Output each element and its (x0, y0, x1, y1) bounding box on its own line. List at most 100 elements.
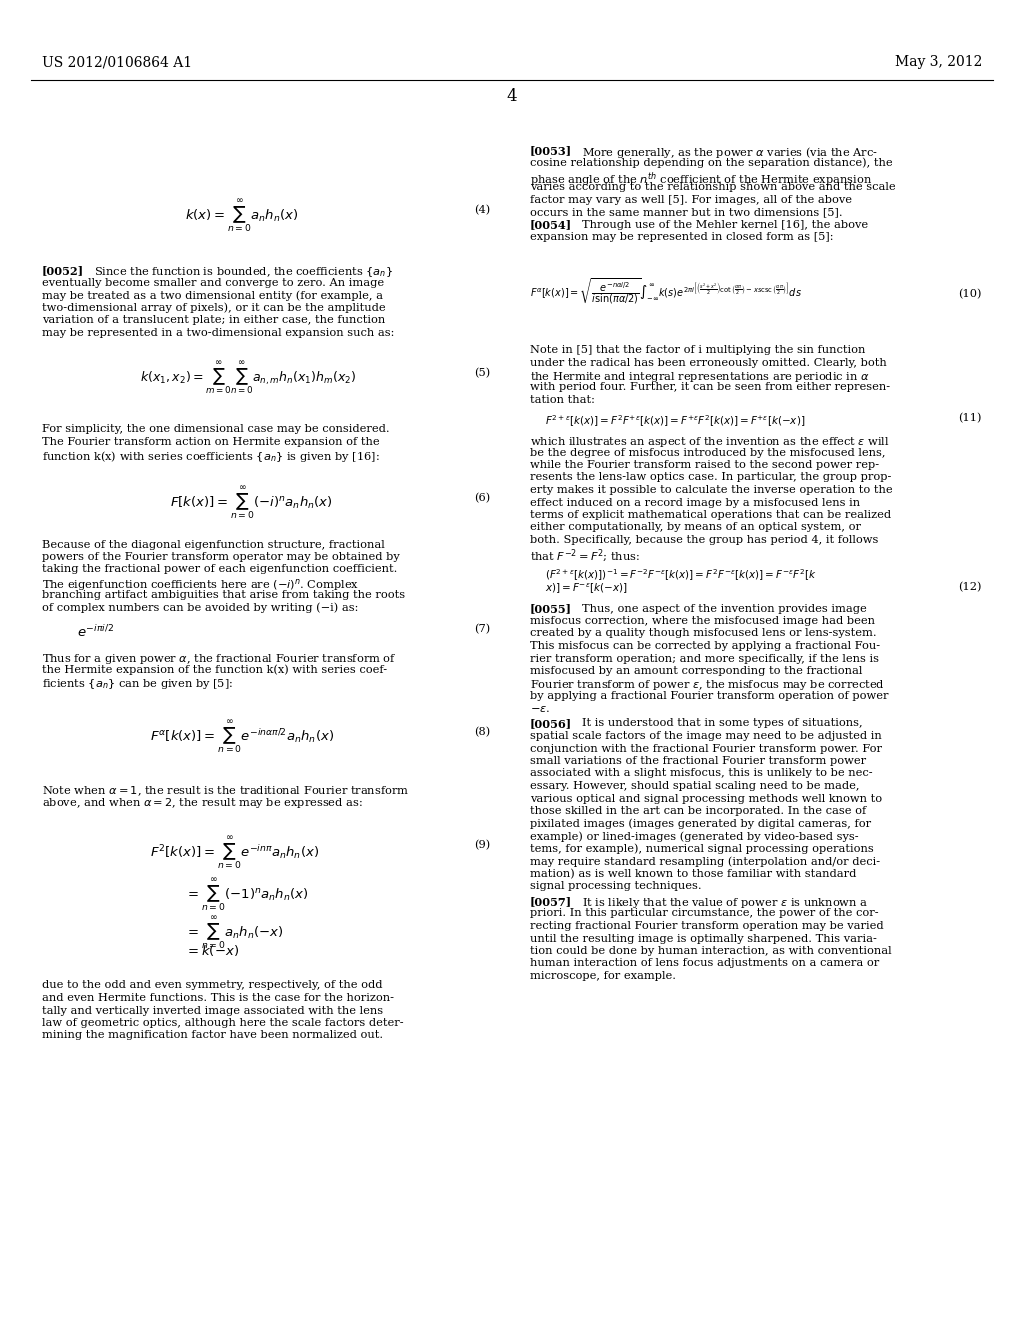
Text: $F[k(x)] = \sum_{n=0}^{\infty}(-i)^n a_n h_n(x)$: $F[k(x)] = \sum_{n=0}^{\infty}(-i)^n a_n… (170, 484, 333, 521)
Text: the Hermite expansion of the function k(x) with series coef-: the Hermite expansion of the function k(… (42, 664, 387, 675)
Text: $F^\alpha[k(x)] = \sqrt{\dfrac{e^{-n\alpha i/2}}{i\sin(\pi\alpha/2)}} \int_{-\in: $F^\alpha[k(x)] = \sqrt{\dfrac{e^{-n\alp… (530, 277, 802, 306)
Text: $F^{2+\epsilon}[k(x)]=F^2F^{+\epsilon}[k(x)]=F^{+\epsilon}F^2[k(x)]=F^{+\epsilon: $F^{2+\epsilon}[k(x)]=F^2F^{+\epsilon}[k… (545, 413, 806, 429)
Text: $= \sum_{n=0}^{\infty} a_n h_n(-x)$: $= \sum_{n=0}^{\infty} a_n h_n(-x)$ (185, 915, 284, 952)
Text: [0054]: [0054] (530, 219, 572, 231)
Text: essary. However, should spatial scaling need to be made,: essary. However, should spatial scaling … (530, 781, 859, 791)
Text: $k(x_1,x_2) = \sum_{m=0}^{\infty}\sum_{n=0}^{\infty} a_{n,m}h_n(x_1)h_m(x_2)$: $k(x_1,x_2) = \sum_{m=0}^{\infty}\sum_{n… (140, 359, 356, 397)
Text: US 2012/0106864 A1: US 2012/0106864 A1 (42, 55, 193, 69)
Text: (9): (9) (474, 840, 490, 850)
Text: Note in [5] that the factor of i multiplying the sin function: Note in [5] that the factor of i multipl… (530, 345, 865, 355)
Text: [0055]: [0055] (530, 603, 572, 615)
Text: eventually become smaller and converge to zero. An image: eventually become smaller and converge t… (42, 277, 384, 288)
Text: phase angle of the $n^{th}$ coefficient of the Hermite expansion: phase angle of the $n^{th}$ coefficient … (530, 170, 872, 189)
Text: recting fractional Fourier transform operation may be varied: recting fractional Fourier transform ope… (530, 921, 884, 931)
Text: taking the fractional power of each eigenfunction coefficient.: taking the fractional power of each eige… (42, 565, 397, 574)
Text: may require standard resampling (interpolation and/or deci-: may require standard resampling (interpo… (530, 855, 880, 866)
Text: Fourier transform of power $\epsilon$, the misfocus may be corrected: Fourier transform of power $\epsilon$, t… (530, 678, 885, 693)
Text: Thus for a given power $\alpha$, the fractional Fourier transform of: Thus for a given power $\alpha$, the fra… (42, 652, 396, 667)
Text: associated with a slight misfocus, this is unlikely to be nec-: associated with a slight misfocus, this … (530, 768, 872, 779)
Text: $(F^{2+\epsilon}[k(x)])^{-1}=F^{-2}F^{-\epsilon}[k(x)]=F^2F^{-\epsilon}[k(x)]=F^: $(F^{2+\epsilon}[k(x)])^{-1}=F^{-2}F^{-\… (545, 568, 816, 583)
Text: (5): (5) (474, 367, 490, 378)
Text: spatial scale factors of the image may need to be adjusted in: spatial scale factors of the image may n… (530, 731, 882, 741)
Text: and even Hermite functions. This is the case for the horizon-: and even Hermite functions. This is the … (42, 993, 394, 1003)
Text: (11): (11) (958, 413, 982, 424)
Text: More generally, as the power $\alpha$ varies (via the Arc-: More generally, as the power $\alpha$ va… (582, 145, 878, 160)
Text: $= \sum_{n=0}^{\infty} (-1)^n a_n h_n(x)$: $= \sum_{n=0}^{\infty} (-1)^n a_n h_n(x)… (185, 876, 308, 913)
Text: $-\epsilon$.: $-\epsilon$. (530, 704, 550, 714)
Text: (12): (12) (958, 582, 982, 591)
Text: ficients $\{a_n\}$ can be given by [5]:: ficients $\{a_n\}$ can be given by [5]: (42, 677, 233, 690)
Text: expansion may be represented in closed form as [5]:: expansion may be represented in closed f… (530, 232, 834, 242)
Text: mation) as is well known to those familiar with standard: mation) as is well known to those famili… (530, 869, 856, 879)
Text: created by a quality though misfocused lens or lens-system.: created by a quality though misfocused l… (530, 628, 877, 639)
Text: that $F^{-2}=F^2$; thus:: that $F^{-2}=F^2$; thus: (530, 548, 640, 565)
Text: tems, for example), numerical signal processing operations: tems, for example), numerical signal pro… (530, 843, 873, 854)
Text: Through use of the Mehler kernel [16], the above: Through use of the Mehler kernel [16], t… (582, 219, 868, 230)
Text: law of geometric optics, although here the scale factors deter-: law of geometric optics, although here t… (42, 1018, 403, 1028)
Text: above, and when $\alpha=2$, the result may be expressed as:: above, and when $\alpha=2$, the result m… (42, 796, 362, 810)
Text: 4: 4 (507, 88, 517, 106)
Text: It is likely that the value of power $\epsilon$ is unknown a: It is likely that the value of power $\e… (582, 896, 868, 909)
Text: of complex numbers can be avoided by writing (−i) as:: of complex numbers can be avoided by wri… (42, 602, 358, 612)
Text: the Hermite and integral representations are periodic in $\alpha$: the Hermite and integral representations… (530, 370, 869, 384)
Text: various optical and signal processing methods well known to: various optical and signal processing me… (530, 793, 882, 804)
Text: (7): (7) (474, 624, 490, 635)
Text: tion could be done by human interaction, as with conventional: tion could be done by human interaction,… (530, 946, 892, 956)
Text: priori. In this particular circumstance, the power of the cor-: priori. In this particular circumstance,… (530, 908, 879, 919)
Text: those skilled in the art can be incorporated. In the case of: those skilled in the art can be incorpor… (530, 807, 866, 816)
Text: [0053]: [0053] (530, 145, 572, 156)
Text: varies according to the relationship shown above and the scale: varies according to the relationship sho… (530, 182, 896, 193)
Text: microscope, for example.: microscope, for example. (530, 972, 676, 981)
Text: Thus, one aspect of the invention provides image: Thus, one aspect of the invention provid… (582, 603, 866, 614)
Text: This misfocus can be corrected by applying a fractional Fou-: This misfocus can be corrected by applyi… (530, 642, 880, 651)
Text: branching artifact ambiguities that arise from taking the roots: branching artifact ambiguities that aris… (42, 590, 406, 599)
Text: small variations of the fractional Fourier transform power: small variations of the fractional Fouri… (530, 756, 866, 766)
Text: by applying a fractional Fourier transform operation of power: by applying a fractional Fourier transfo… (530, 690, 889, 701)
Text: until the resulting image is optimally sharpened. This varia-: until the resulting image is optimally s… (530, 933, 877, 944)
Text: two-dimensional array of pixels), or it can be the amplitude: two-dimensional array of pixels), or it … (42, 302, 386, 313)
Text: $= k(-x)$: $= k(-x)$ (185, 942, 239, 957)
Text: powers of the Fourier transform operator may be obtained by: powers of the Fourier transform operator… (42, 552, 399, 562)
Text: which illustrates an aspect of the invention as the effect $\epsilon$ will: which illustrates an aspect of the inven… (530, 436, 890, 449)
Text: with period four. Further, it can be seen from either represen-: with period four. Further, it can be see… (530, 383, 890, 392)
Text: variation of a translucent plate; in either case, the function: variation of a translucent plate; in eit… (42, 315, 385, 325)
Text: Since the function is bounded, the coefficients $\{a_n\}$: Since the function is bounded, the coeff… (94, 265, 393, 279)
Text: be the degree of misfocus introduced by the misfocused lens,: be the degree of misfocus introduced by … (530, 447, 886, 458)
Text: under the radical has been erroneously omitted. Clearly, both: under the radical has been erroneously o… (530, 358, 887, 367)
Text: Note when $\alpha=1$, the result is the traditional Fourier transform: Note when $\alpha=1$, the result is the … (42, 784, 410, 797)
Text: Because of the diagonal eigenfunction structure, fractional: Because of the diagonal eigenfunction st… (42, 540, 385, 549)
Text: The eigenfunction coefficients here are $(-i)^n$. Complex: The eigenfunction coefficients here are … (42, 577, 359, 593)
Text: $e^{-i\pi i/2}$: $e^{-i\pi i/2}$ (77, 624, 114, 640)
Text: (10): (10) (958, 289, 982, 300)
Text: The Fourier transform action on Hermite expansion of the: The Fourier transform action on Hermite … (42, 437, 380, 447)
Text: It is understood that in some types of situations,: It is understood that in some types of s… (582, 718, 862, 729)
Text: effect induced on a record image by a misfocused lens in: effect induced on a record image by a mi… (530, 498, 860, 507)
Text: erty makes it possible to calculate the inverse operation to the: erty makes it possible to calculate the … (530, 484, 893, 495)
Text: may be represented in a two-dimensional expansion such as:: may be represented in a two-dimensional … (42, 327, 394, 338)
Text: May 3, 2012: May 3, 2012 (895, 55, 982, 69)
Text: [0052]: [0052] (42, 265, 84, 276)
Text: function k(x) with series coefficients $\{a_n\}$ is given by [16]:: function k(x) with series coefficients $… (42, 450, 380, 465)
Text: $F^2[k(x)] = \sum_{n=0}^{\infty} e^{-in\pi} a_n h_n(x)$: $F^2[k(x)] = \sum_{n=0}^{\infty} e^{-in\… (150, 834, 319, 873)
Text: For simplicity, the one dimensional case may be considered.: For simplicity, the one dimensional case… (42, 425, 389, 434)
Text: mining the magnification factor have been normalized out.: mining the magnification factor have bee… (42, 1031, 383, 1040)
Text: factor may vary as well [5]. For images, all of the above: factor may vary as well [5]. For images,… (530, 195, 852, 205)
Text: $k(x) = \sum_{n=0}^{\infty} a_n h_n(x)$: $k(x) = \sum_{n=0}^{\infty} a_n h_n(x)$ (185, 198, 298, 235)
Text: human interaction of lens focus adjustments on a camera or: human interaction of lens focus adjustme… (530, 958, 880, 969)
Text: due to the odd and even symmetry, respectively, of the odd: due to the odd and even symmetry, respec… (42, 981, 383, 990)
Text: rier transform operation; and more specifically, if the lens is: rier transform operation; and more speci… (530, 653, 879, 664)
Text: (6): (6) (474, 492, 490, 503)
Text: signal processing techniques.: signal processing techniques. (530, 880, 701, 891)
Text: [0056]: [0056] (530, 718, 572, 730)
Text: misfocus correction, where the misfocused image had been: misfocus correction, where the misfocuse… (530, 616, 874, 626)
Text: $x)]=F^{-\epsilon}[k(-x)]$: $x)]=F^{-\epsilon}[k(-x)]$ (545, 582, 628, 595)
Text: cosine relationship depending on the separation distance), the: cosine relationship depending on the sep… (530, 157, 893, 168)
Text: example) or lined-images (generated by video-based sys-: example) or lined-images (generated by v… (530, 832, 859, 842)
Text: while the Fourier transform raised to the second power rep-: while the Fourier transform raised to th… (530, 459, 880, 470)
Text: misfocused by an amount corresponding to the fractional: misfocused by an amount corresponding to… (530, 667, 862, 676)
Text: tally and vertically inverted image associated with the lens: tally and vertically inverted image asso… (42, 1006, 383, 1015)
Text: terms of explicit mathematical operations that can be realized: terms of explicit mathematical operation… (530, 510, 891, 520)
Text: resents the lens-law optics case. In particular, the group prop-: resents the lens-law optics case. In par… (530, 473, 891, 483)
Text: $F^\alpha[k(x)] = \sum_{n=0}^{\infty} e^{-in\alpha\pi/2} a_n h_n(x)$: $F^\alpha[k(x)] = \sum_{n=0}^{\infty} e^… (150, 719, 334, 756)
Text: either computationally, by means of an optical system, or: either computationally, by means of an o… (530, 523, 861, 532)
